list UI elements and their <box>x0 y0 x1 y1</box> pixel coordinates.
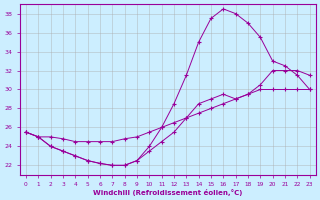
X-axis label: Windchill (Refroidissement éolien,°C): Windchill (Refroidissement éolien,°C) <box>93 189 243 196</box>
